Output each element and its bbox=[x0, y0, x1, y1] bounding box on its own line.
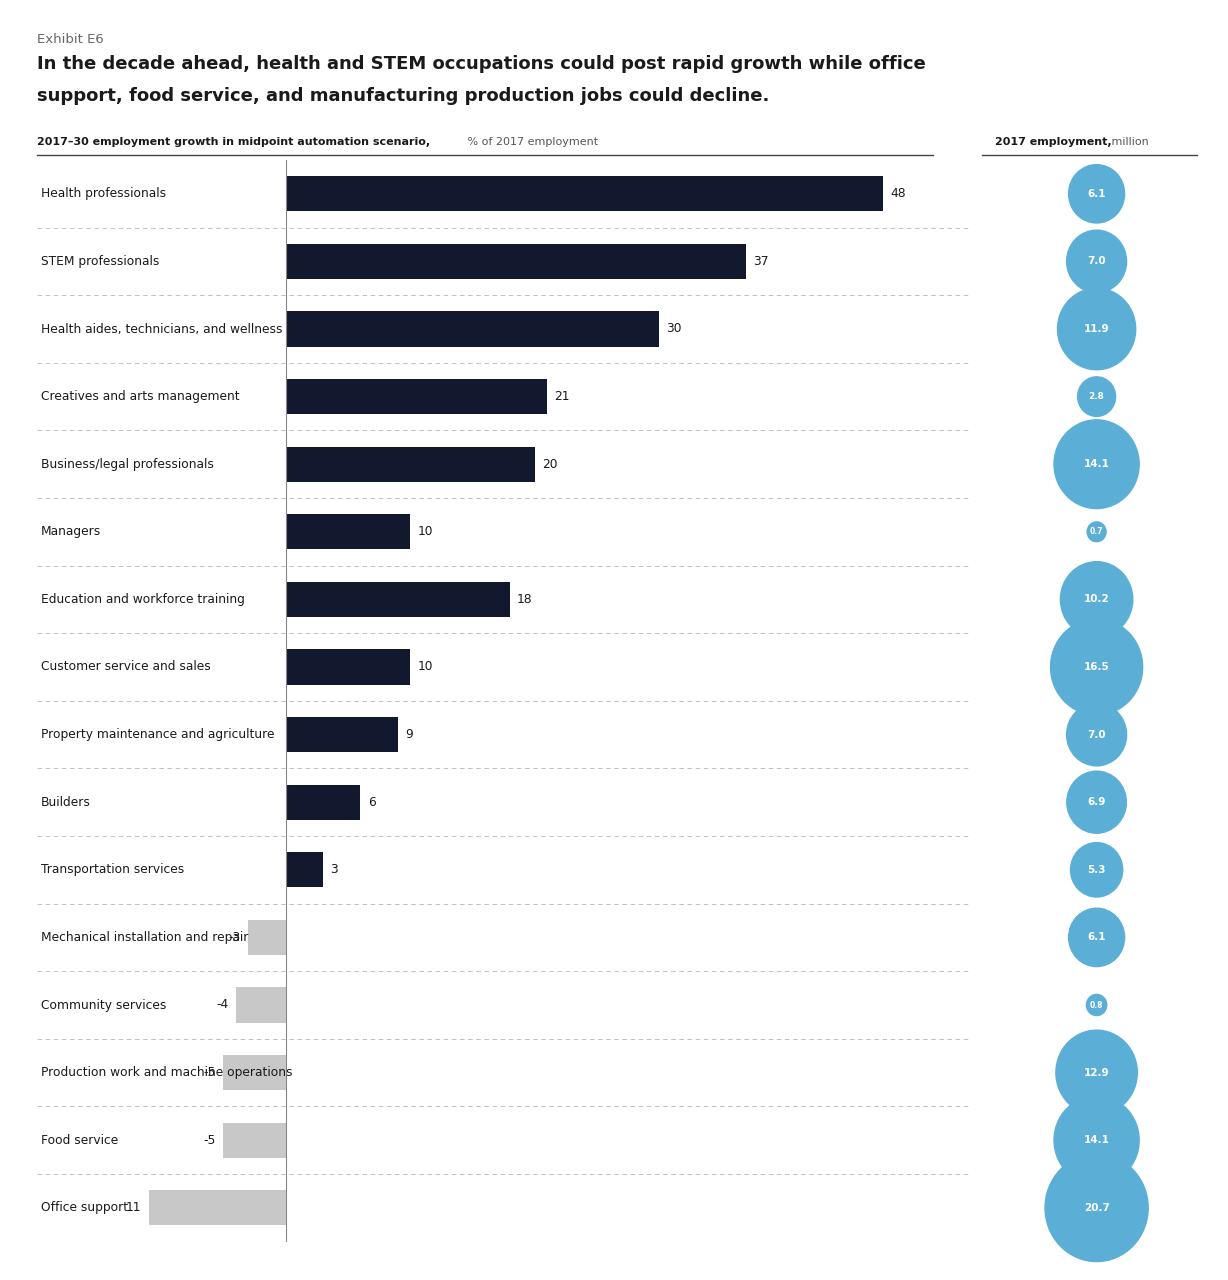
Text: Managers: Managers bbox=[41, 525, 101, 539]
Bar bbox=[286, 379, 546, 415]
Text: Creatives and arts management: Creatives and arts management bbox=[41, 390, 239, 403]
Bar bbox=[223, 1055, 286, 1091]
Text: 6.1: 6.1 bbox=[1087, 188, 1106, 198]
Text: 10: 10 bbox=[418, 660, 433, 673]
Text: 18: 18 bbox=[517, 593, 533, 605]
Text: 7.0: 7.0 bbox=[1087, 256, 1106, 266]
Bar bbox=[248, 920, 286, 955]
Text: support, food service, and manufacturing production jobs could decline.: support, food service, and manufacturing… bbox=[37, 87, 769, 105]
Text: Production work and machine operations: Production work and machine operations bbox=[41, 1066, 292, 1079]
Bar bbox=[286, 515, 410, 549]
Text: Office support: Office support bbox=[41, 1202, 128, 1215]
Text: 5.3: 5.3 bbox=[1087, 865, 1106, 874]
Text: 0.8: 0.8 bbox=[1090, 1001, 1103, 1010]
Text: 2017–30 employment growth in midpoint automation scenario,: 2017–30 employment growth in midpoint au… bbox=[37, 137, 430, 147]
Text: 12.9: 12.9 bbox=[1084, 1068, 1109, 1078]
Text: Builders: Builders bbox=[41, 796, 91, 809]
Bar bbox=[223, 1123, 286, 1158]
Text: Mechanical installation and repair: Mechanical installation and repair bbox=[41, 931, 248, 943]
Bar bbox=[149, 1190, 286, 1225]
Text: Exhibit E6: Exhibit E6 bbox=[37, 33, 103, 46]
Text: Customer service and sales: Customer service and sales bbox=[41, 660, 210, 673]
Text: 6: 6 bbox=[368, 796, 376, 809]
Text: 7.0: 7.0 bbox=[1087, 730, 1106, 740]
Text: 20.7: 20.7 bbox=[1083, 1203, 1110, 1213]
Text: STEM professionals: STEM professionals bbox=[41, 255, 158, 268]
Text: Food service: Food service bbox=[41, 1134, 118, 1147]
Bar bbox=[286, 311, 659, 347]
Text: Community services: Community services bbox=[41, 998, 166, 1011]
Bar bbox=[286, 649, 410, 685]
Text: 3: 3 bbox=[330, 863, 338, 877]
Text: -5: -5 bbox=[204, 1066, 216, 1079]
Bar bbox=[286, 785, 360, 819]
Text: -4: -4 bbox=[216, 998, 228, 1011]
Text: 2.8: 2.8 bbox=[1089, 392, 1104, 401]
Text: Health aides, technicians, and wellness: Health aides, technicians, and wellness bbox=[41, 323, 282, 335]
Text: Health professionals: Health professionals bbox=[41, 187, 166, 200]
Text: 10.2: 10.2 bbox=[1084, 594, 1109, 604]
Text: 14.1: 14.1 bbox=[1083, 1135, 1110, 1146]
Text: 16.5: 16.5 bbox=[1084, 662, 1109, 672]
Text: 10: 10 bbox=[418, 525, 433, 539]
Text: 11.9: 11.9 bbox=[1084, 324, 1109, 334]
Text: In the decade ahead, health and STEM occupations could post rapid growth while o: In the decade ahead, health and STEM occ… bbox=[37, 55, 926, 73]
Bar bbox=[286, 717, 398, 753]
Text: Business/legal professionals: Business/legal professionals bbox=[41, 458, 214, 471]
Text: Education and workforce training: Education and workforce training bbox=[41, 593, 244, 605]
Bar bbox=[286, 852, 323, 887]
Text: % of 2017 employment: % of 2017 employment bbox=[464, 137, 598, 147]
Text: 6.1: 6.1 bbox=[1087, 932, 1106, 942]
Text: 0.7: 0.7 bbox=[1090, 527, 1103, 536]
Text: Transportation services: Transportation services bbox=[41, 863, 184, 877]
Text: -3: -3 bbox=[228, 931, 241, 943]
Text: 30: 30 bbox=[667, 323, 682, 335]
Text: 20: 20 bbox=[542, 458, 558, 471]
Bar bbox=[286, 447, 534, 481]
Text: -5: -5 bbox=[204, 1134, 216, 1147]
Text: 11: 11 bbox=[125, 1202, 141, 1215]
Text: 37: 37 bbox=[754, 255, 769, 268]
Text: 21: 21 bbox=[555, 390, 570, 403]
Bar bbox=[286, 177, 883, 211]
Bar bbox=[236, 987, 286, 1023]
Text: 2017 employment,: 2017 employment, bbox=[995, 137, 1111, 147]
Text: 14.1: 14.1 bbox=[1083, 460, 1110, 470]
Text: million: million bbox=[1108, 137, 1148, 147]
Text: Property maintenance and agriculture: Property maintenance and agriculture bbox=[41, 728, 274, 741]
Text: 6.9: 6.9 bbox=[1088, 797, 1105, 808]
Text: 9: 9 bbox=[405, 728, 413, 741]
Bar bbox=[286, 582, 510, 617]
Bar bbox=[286, 243, 747, 279]
Text: 48: 48 bbox=[890, 187, 906, 200]
